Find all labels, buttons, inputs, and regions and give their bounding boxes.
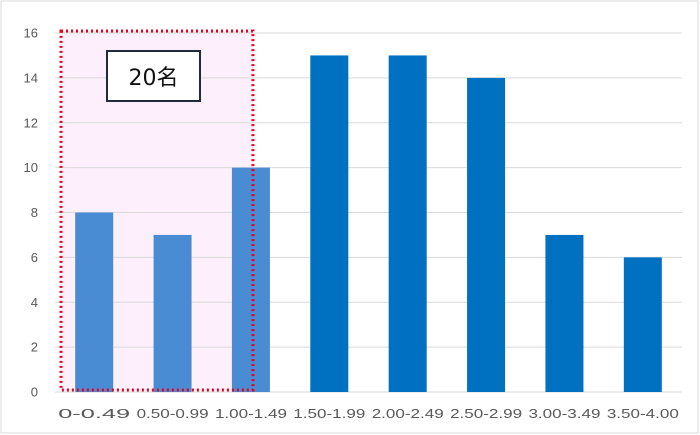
callout-box: 20名 [106,50,201,102]
y-tick-label: 2 [31,340,38,355]
bar [75,212,114,392]
y-tick-label: 10 [24,160,38,175]
y-tick-label: 6 [31,250,38,265]
x-tick-label: 1.00-1.49 [215,406,287,421]
callout-label: 20名 [128,66,179,91]
y-tick-label: 8 [31,205,38,220]
x-tick-label: 0.50-0.99 [137,406,209,421]
bar [388,55,427,392]
x-tick-label: 3.00-3.49 [528,406,600,421]
y-tick-label: 16 [24,26,38,41]
y-tick-label: 12 [24,115,38,130]
bar [153,234,192,392]
bar [467,77,506,392]
highlight-region-border [59,29,255,392]
bar [231,167,270,392]
x-tick-label: 2.00-2.49 [372,406,444,421]
x-tick-label: 3.50-4.00 [607,406,679,421]
x-tick-label: 2.50-2.99 [450,406,522,421]
bar [310,55,349,392]
x-tick-label: 1.50-1.99 [293,406,365,421]
y-tick-label: 14 [24,70,38,85]
y-tick-label: 4 [31,295,38,310]
bar [623,257,662,392]
x-tick-label: 0-0.49 [58,406,130,421]
bar [545,234,584,392]
y-tick-label: 0 [31,385,38,400]
